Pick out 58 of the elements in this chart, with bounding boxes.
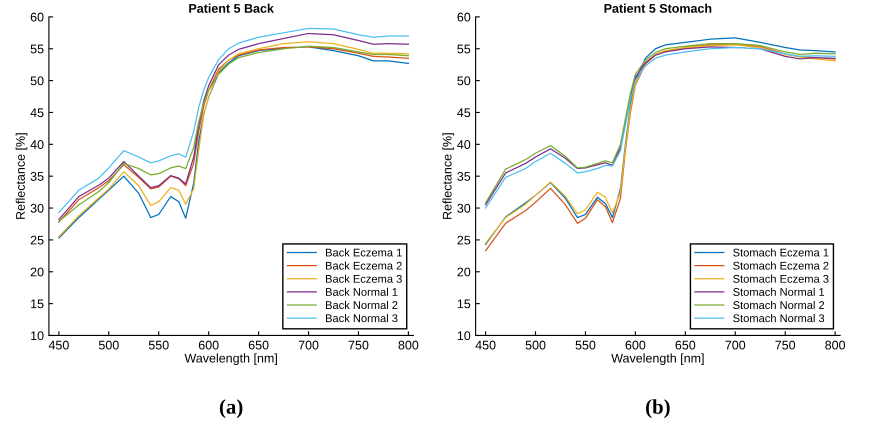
y-tick-label: 25	[30, 236, 44, 245]
x-tick-label: 750	[775, 340, 796, 350]
y-tick-label: 50	[30, 76, 44, 86]
legend-label: Stomach Normal 3	[733, 314, 824, 322]
legend-label: Back Normal 2	[326, 300, 398, 310]
legend-label: Stomach Eczema 2	[733, 261, 828, 270]
y-tick-label: 20	[30, 268, 44, 276]
y-tick-label: 10	[31, 331, 44, 340]
x-tick-label: 800	[825, 340, 846, 350]
x-tick-label: 650	[248, 340, 269, 350]
chart-title: Patient 5 Back	[189, 4, 274, 13]
y-tick-label: 45	[30, 108, 44, 118]
legend-label: Back Normal 3	[326, 314, 398, 322]
x-tick-label: 450	[475, 340, 496, 350]
x-tick-label: 500	[526, 340, 546, 350]
x-axis-title: Wavelength [nm]	[184, 353, 277, 366]
legend-label: Back Normal 1	[326, 288, 398, 296]
legend-label: Back Eczema 2	[326, 261, 402, 270]
legend-label: Stomach Eczema 3	[733, 274, 829, 283]
x-tick-label: 650	[676, 340, 696, 350]
x-tick-label: 500	[98, 340, 119, 350]
y-tick-label: 10	[458, 331, 470, 340]
x-tick-label: 550	[148, 340, 169, 350]
y-tick-label: 35	[30, 172, 44, 181]
y-tick-label: 20	[457, 268, 470, 276]
x-tick-label: 800	[398, 340, 418, 350]
y-tick-label: 15	[458, 300, 470, 308]
legend-label: Stomach Normal 2	[733, 300, 824, 310]
y-tick-label: 25	[457, 236, 470, 245]
y-axis-title: Reflectance [%]	[16, 133, 28, 219]
x-axis-title: Wavelength [nm]	[611, 353, 704, 366]
y-tick-label: 45	[457, 108, 470, 118]
text: (a)	[220, 399, 242, 418]
text: (b)	[646, 399, 670, 418]
legend-label: Back Eczema 1	[326, 248, 402, 257]
y-axis-title: Reflectance [%]	[442, 133, 454, 219]
x-tick-label: 700	[725, 340, 746, 350]
y-tick-label: 30	[30, 204, 44, 213]
y-tick-label: 50	[457, 76, 470, 86]
y-tick-label: 55	[30, 44, 44, 54]
y-tick-label: 60	[457, 12, 470, 22]
x-tick-label: 750	[348, 340, 368, 350]
y-tick-label: 55	[457, 44, 470, 54]
x-tick-label: 450	[48, 340, 69, 350]
y-tick-label: 15	[31, 300, 44, 308]
x-tick-label: 600	[198, 340, 219, 350]
y-tick-label: 35	[457, 172, 470, 181]
chart-title: Patient 5 Stomach	[604, 4, 712, 13]
x-tick-label: 550	[576, 340, 596, 350]
legend-label: Back Eczema 3	[326, 274, 402, 283]
legend-label: Stomach Eczema 1	[733, 248, 828, 257]
legend-label: Stomach Normal 1	[733, 288, 824, 296]
x-tick-label: 700	[298, 340, 318, 350]
y-tick-label: 60	[30, 12, 44, 22]
x-tick-label: 600	[626, 340, 646, 350]
y-tick-label: 40	[457, 140, 470, 149]
y-tick-label: 30	[457, 204, 470, 213]
y-tick-label: 40	[30, 140, 44, 149]
